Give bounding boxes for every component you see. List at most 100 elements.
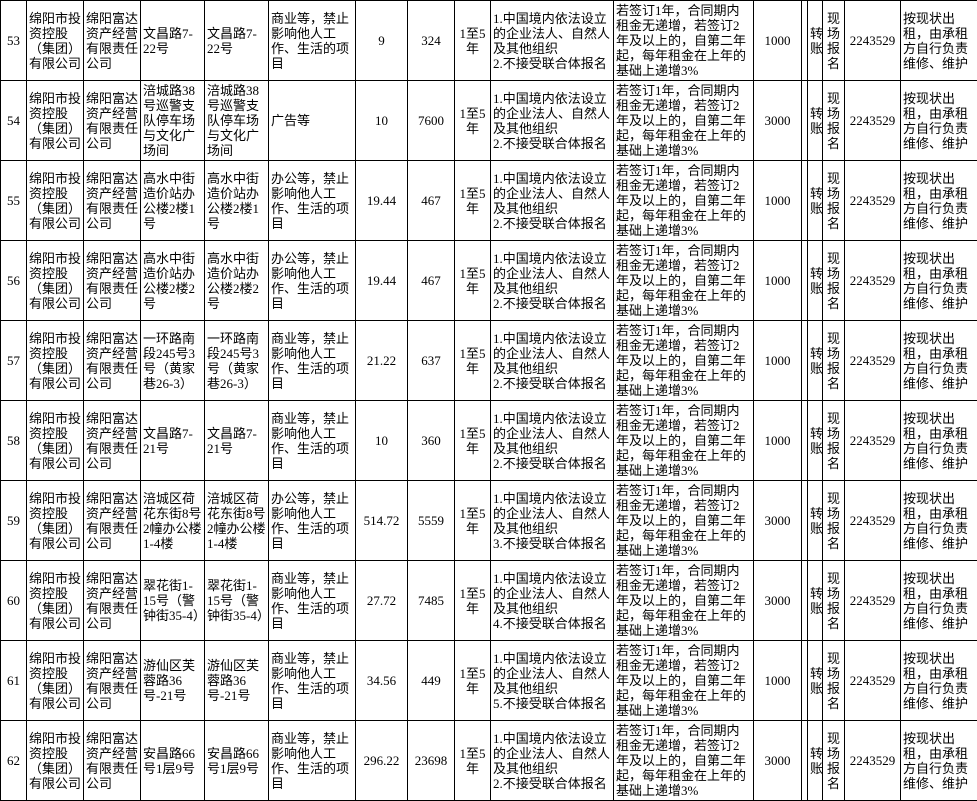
cell-area: 19.44 — [355, 160, 408, 241]
cell-owner-company: 绵阳市投资控股（集团）有限公司 — [26, 320, 84, 401]
cell-lease-term: 1至5年 — [454, 0, 491, 81]
cell-row-number: 54 — [0, 80, 27, 161]
cell-registration-method: 现场报名 — [822, 0, 845, 81]
cell-maintenance-terms: 按现状出租，由承租方自行负责维修、维护 — [900, 400, 977, 481]
cell-area: 34.56 — [355, 640, 408, 721]
cell-operator-company: 绵阳富达资产经营有限责任公司 — [83, 160, 141, 241]
cell-row-number: 57 — [0, 320, 27, 401]
cell-lease-term: 1至5年 — [454, 160, 491, 241]
cell-property-address: 涪城路38号巡警支队停车场与文化广场间 — [140, 80, 205, 161]
cell-owner-company: 绵阳市投资控股（集团）有限公司 — [26, 640, 84, 721]
cell-maintenance-terms: 按现状出租，由承租方自行负责维修、维护 — [900, 320, 977, 401]
cell-deposit: 1000 — [753, 320, 802, 401]
cell-lease-term: 1至5年 — [454, 80, 491, 161]
cell-rent-increase-terms: 若签订1年，合同期内租金无递增，若签订2年及以上的，自第二年起，每年租金在上年的… — [613, 480, 754, 561]
cell-contact-phone: 2243529 — [844, 720, 901, 801]
cell-rent-increase-terms: 若签订1年，合同期内租金无递增，若签订2年及以上的，自第二年起，每年租金在上年的… — [613, 160, 754, 241]
table-row: 58 绵阳市投资控股（集团）有限公司 绵阳富达资产经营有限责任公司 文昌路7-2… — [0, 400, 977, 481]
cell-rent-increase-terms: 若签订1年，合同期内租金无递增，若签订2年及以上的，自第二年起，每年租金在上年的… — [613, 720, 754, 801]
cell-operator-company: 绵阳富达资产经营有限责任公司 — [83, 560, 141, 641]
cell-rent-increase-terms: 若签订1年，合同期内租金无递增，若签订2年及以上的，自第二年起，每年租金在上年的… — [613, 560, 754, 641]
cell-bidder-conditions: 1.中国境内依法设立的企业法人、自然人及其他组织 5.不接受联合体报名 — [490, 640, 614, 721]
cell-usage-restriction: 商业等，禁止影响他人工作、生活的项目 — [268, 320, 356, 401]
cell-property-address: 文昌路7-21号 — [140, 400, 205, 481]
cell-deposit: 3000 — [753, 560, 802, 641]
cell-registration-method: 现场报名 — [822, 720, 845, 801]
cell-price: 449 — [407, 640, 455, 721]
cell-operator-company: 绵阳富达资产经营有限责任公司 — [83, 720, 141, 801]
cell-bidder-conditions: 1.中国境内依法设立的企业法人、自然人及其他组织 4.不接受联合体报名 — [490, 560, 614, 641]
cell-price: 23698 — [407, 720, 455, 801]
cell-property-location: 涪城路38号巡警支队停车场与文化广场间 — [204, 80, 269, 161]
table-row: 60 绵阳市投资控股（集团）有限公司 绵阳富达资产经营有限责任公司 翠花街1-1… — [0, 560, 977, 641]
cell-bidder-conditions: 1.中国境内依法设立的企业法人、自然人及其他组织 2.不接受联合体报名 — [490, 720, 614, 801]
cell-price: 467 — [407, 160, 455, 241]
cell-usage-restriction: 商业等，禁止影响他人工作、生活的项目 — [268, 640, 356, 721]
cell-row-number: 56 — [0, 240, 27, 321]
cell-property-location: 高水中街造价站办公楼2楼2号 — [204, 240, 269, 321]
cell-property-address: 一环路南段245号3号（黄家巷26-3） — [140, 320, 205, 401]
cell-price: 7485 — [407, 560, 455, 641]
cell-maintenance-terms: 按现状出租，由承租方自行负责维修、维护 — [900, 80, 977, 161]
cell-property-address: 高水中街造价站办公楼2楼1号 — [140, 160, 205, 241]
cell-registration-method: 现场报名 — [822, 160, 845, 241]
cell-rent-increase-terms: 若签订1年，合同期内租金无递增，若签订2年及以上的，自第二年起，每年租金在上年的… — [613, 0, 754, 81]
cell-area: 19.44 — [355, 240, 408, 321]
cell-payment-method: 转账 — [807, 160, 823, 241]
cell-lease-term: 1至5年 — [454, 400, 491, 481]
cell-area: 21.22 — [355, 320, 408, 401]
table-row: 62 绵阳市投资控股（集团）有限公司 绵阳富达资产经营有限责任公司 安昌路66号… — [0, 720, 977, 801]
cell-bidder-conditions: 1.中国境内依法设立的企业法人、自然人及其他组织 2.不接受联合体报名 — [490, 160, 614, 241]
cell-deposit: 1000 — [753, 0, 802, 81]
cell-property-address: 涪城区荷花东街8号2幢办公楼1-4楼 — [140, 480, 205, 561]
cell-rent-increase-terms: 若签订1年，合同期内租金无递增，若签订2年及以上的，自第二年起，每年租金在上年的… — [613, 320, 754, 401]
cell-maintenance-terms: 按现状出租，由承租方自行负责维修、维护 — [900, 720, 977, 801]
cell-bidder-conditions: 1.中国境内依法设立的企业法人、自然人及其他组织 3.不接受联合体报名 — [490, 480, 614, 561]
cell-row-number: 59 — [0, 480, 27, 561]
cell-owner-company: 绵阳市投资控股（集团）有限公司 — [26, 240, 84, 321]
cell-operator-company: 绵阳富达资产经营有限责任公司 — [83, 0, 141, 81]
cell-registration-method: 现场报名 — [822, 240, 845, 321]
cell-owner-company: 绵阳市投资控股（集团）有限公司 — [26, 720, 84, 801]
cell-contact-phone: 2243529 — [844, 560, 901, 641]
cell-registration-method: 现场报名 — [822, 80, 845, 161]
cell-deposit: 3000 — [753, 720, 802, 801]
cell-bidder-conditions: 1.中国境内依法设立的企业法人、自然人及其他组织 2.不接受联合体报名 — [490, 240, 614, 321]
cell-property-address: 高水中街造价站办公楼2楼2号 — [140, 240, 205, 321]
cell-rent-increase-terms: 若签订1年，合同期内租金无递增，若签订2年及以上的，自第二年起，每年租金在上年的… — [613, 240, 754, 321]
cell-contact-phone: 2243529 — [844, 0, 901, 81]
cell-registration-method: 现场报名 — [822, 560, 845, 641]
cell-price: 360 — [407, 400, 455, 481]
cell-usage-restriction: 广告等 — [268, 80, 356, 161]
cell-property-address: 游仙区芙蓉路36号-21号 — [140, 640, 205, 721]
cell-property-address: 翠花街1-15号（警钟街35-4） — [140, 560, 205, 641]
cell-area: 10 — [355, 80, 408, 161]
cell-registration-method: 现场报名 — [822, 640, 845, 721]
cell-maintenance-terms: 按现状出租，由承租方自行负责维修、维护 — [900, 160, 977, 241]
table-row: 54 绵阳市投资控股（集团）有限公司 绵阳富达资产经营有限责任公司 涪城路38号… — [0, 80, 977, 161]
cell-rent-increase-terms: 若签订1年，合同期内租金无递增，若签订2年及以上的，自第二年起，每年租金在上年的… — [613, 80, 754, 161]
table-row: 55 绵阳市投资控股（集团）有限公司 绵阳富达资产经营有限责任公司 高水中街造价… — [0, 160, 977, 241]
table-row: 56 绵阳市投资控股（集团）有限公司 绵阳富达资产经营有限责任公司 高水中街造价… — [0, 240, 977, 321]
cell-bidder-conditions: 1.中国境内依法设立的企业法人、自然人及其他组织 2.不接受联合体报名 — [490, 400, 614, 481]
cell-deposit: 3000 — [753, 480, 802, 561]
cell-area: 514.72 — [355, 480, 408, 561]
cell-price: 5559 — [407, 480, 455, 561]
cell-lease-term: 1至5年 — [454, 640, 491, 721]
cell-row-number: 55 — [0, 160, 27, 241]
cell-lease-term: 1至5年 — [454, 480, 491, 561]
cell-owner-company: 绵阳市投资控股（集团）有限公司 — [26, 80, 84, 161]
cell-owner-company: 绵阳市投资控股（集团）有限公司 — [26, 400, 84, 481]
cell-maintenance-terms: 按现状出租，由承租方自行负责维修、维护 — [900, 480, 977, 561]
cell-payment-method: 转账 — [807, 240, 823, 321]
cell-property-location: 文昌路7-22号 — [204, 0, 269, 81]
cell-maintenance-terms: 按现状出租，由承租方自行负责维修、维护 — [900, 560, 977, 641]
cell-property-location: 涪城区荷花东街8号2幢办公楼1-4楼 — [204, 480, 269, 561]
cell-area: 9 — [355, 0, 408, 81]
cell-property-address: 安昌路66号1层9号 — [140, 720, 205, 801]
cell-owner-company: 绵阳市投资控股（集团）有限公司 — [26, 480, 84, 561]
cell-row-number: 60 — [0, 560, 27, 641]
cell-contact-phone: 2243529 — [844, 400, 901, 481]
cell-deposit: 1000 — [753, 160, 802, 241]
